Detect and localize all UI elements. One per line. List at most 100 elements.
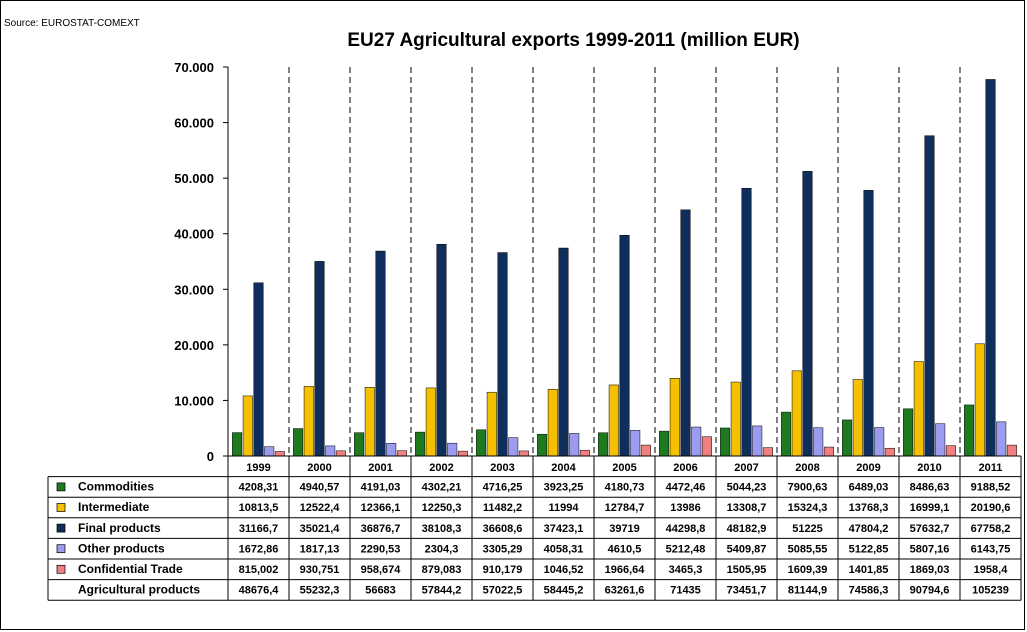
x-category-label: 2007 [734, 462, 758, 474]
table-cell: 74586,3 [849, 585, 889, 597]
table-cell: 73451,7 [727, 585, 767, 597]
table-cell: 4191,03 [361, 482, 401, 494]
table-row-label: Confidential Trade [78, 562, 183, 576]
bar-other-products [569, 433, 580, 457]
bar-intermediate [486, 391, 497, 457]
bar-confidential-trade [274, 451, 285, 457]
bar-commodities [659, 430, 670, 457]
table-cell: 10813,5 [239, 502, 279, 514]
table-cell: 3305,29 [483, 543, 523, 555]
table-cell: 958,674 [361, 564, 402, 576]
table-cell: 37423,1 [544, 523, 584, 535]
bar-final-products [680, 209, 691, 457]
table-cell: 5085,55 [788, 543, 828, 555]
bar-other-products [325, 445, 336, 457]
bar-other-products [813, 427, 824, 457]
bar-final-products [741, 187, 752, 457]
bar-confidential-trade [335, 450, 346, 457]
table-cell: 1869,03 [910, 564, 950, 576]
legend-key [56, 523, 66, 533]
x-category-label: 2011 [979, 462, 1003, 474]
bar-commodities [537, 433, 548, 457]
table-cell: 1817,13 [300, 543, 340, 555]
y-tick-label: 0 [207, 449, 214, 464]
table-cell: 71435 [670, 585, 701, 597]
table-cell: 20190,6 [971, 502, 1011, 514]
table-cell: 105239 [972, 585, 1009, 597]
y-tick-label: 20.000 [174, 338, 214, 353]
table-cell: 930,751 [300, 564, 340, 576]
bar-other-products [447, 442, 458, 457]
bar-final-products [314, 261, 325, 457]
y-tick-label: 40.000 [174, 227, 214, 242]
bar-other-products [264, 446, 275, 457]
bar-commodities [842, 419, 853, 457]
table-cell: 63261,6 [605, 585, 645, 597]
table-cell: 38108,3 [422, 523, 462, 535]
table-cell: 4940,57 [300, 482, 340, 494]
chart-title: EU27 Agricultural exports 1999-2011 (mil… [347, 30, 800, 51]
table-cell: 4208,31 [239, 482, 279, 494]
bar-intermediate [608, 384, 619, 457]
table-cell: 6143,75 [971, 543, 1011, 555]
table-cell: 1609,39 [788, 564, 828, 576]
bar-confidential-trade [823, 446, 834, 457]
legend-key [56, 564, 66, 574]
table-cell: 36876,7 [361, 523, 401, 535]
table-cell: 58445,2 [544, 585, 584, 597]
table-cell: 910,179 [483, 564, 523, 576]
table-cell: 5044,23 [727, 482, 767, 494]
table-cell: 4716,25 [483, 482, 523, 494]
bar-intermediate [242, 395, 253, 457]
bar-final-products [436, 243, 447, 457]
x-category-label: 2010 [917, 462, 941, 474]
bar-final-products [375, 250, 386, 457]
table-cell: 31166,7 [239, 523, 278, 535]
x-category-label: 2009 [856, 462, 880, 474]
table-cell: 5409,87 [727, 543, 767, 555]
x-category-label: 1999 [246, 462, 270, 474]
table-cell: 57844,2 [422, 585, 462, 597]
table-cell: 56683 [365, 585, 396, 597]
bar-confidential-trade [945, 445, 956, 457]
bar-confidential-trade [518, 450, 529, 457]
y-tick-label: 10.000 [174, 393, 214, 408]
table-row-label: Intermediate [78, 500, 150, 514]
table-cell: 11994 [549, 502, 580, 514]
table-cell: 4302,21 [422, 482, 462, 494]
table-cell: 47804,2 [849, 523, 889, 535]
bar-intermediate [425, 387, 436, 457]
bar-confidential-trade [457, 450, 468, 457]
table-cell: 9188,52 [971, 482, 1011, 494]
bar-final-products [253, 282, 264, 457]
bar-confidential-trade [579, 449, 590, 457]
table-cell: 4180,73 [605, 482, 645, 494]
table-cell: 39719 [609, 523, 640, 535]
bar-intermediate [913, 361, 924, 457]
bar-commodities [293, 428, 304, 457]
table-cell: 3465,3 [669, 564, 703, 576]
bar-other-products [386, 443, 397, 457]
table-cell: 11482,2 [483, 502, 522, 514]
bar-confidential-trade [396, 450, 407, 457]
table-cell: 4058,31 [544, 543, 584, 555]
bar-commodities [415, 431, 426, 457]
table-cell: 2290,53 [361, 543, 401, 555]
table-cell: 1966,64 [605, 564, 646, 576]
bar-commodities [354, 432, 365, 457]
y-tick-label: 70.000 [174, 60, 214, 75]
table-cell: 35021,4 [300, 523, 341, 535]
bar-final-products [863, 190, 874, 457]
table-cell: 16999,1 [910, 502, 950, 514]
table-cell: 55232,3 [300, 585, 340, 597]
table-cell: 5122,85 [849, 543, 889, 555]
bar-other-products [691, 426, 702, 457]
table-cell: 13768,3 [849, 502, 889, 514]
y-tick-label: 50.000 [174, 171, 214, 186]
table-cell: 51225 [792, 523, 823, 535]
bar-other-products [874, 427, 885, 457]
table-cell: 1401,85 [849, 564, 889, 576]
table-cell: 57022,5 [483, 585, 523, 597]
source-note: Source: EUROSTAT-COMEXT [4, 18, 140, 29]
